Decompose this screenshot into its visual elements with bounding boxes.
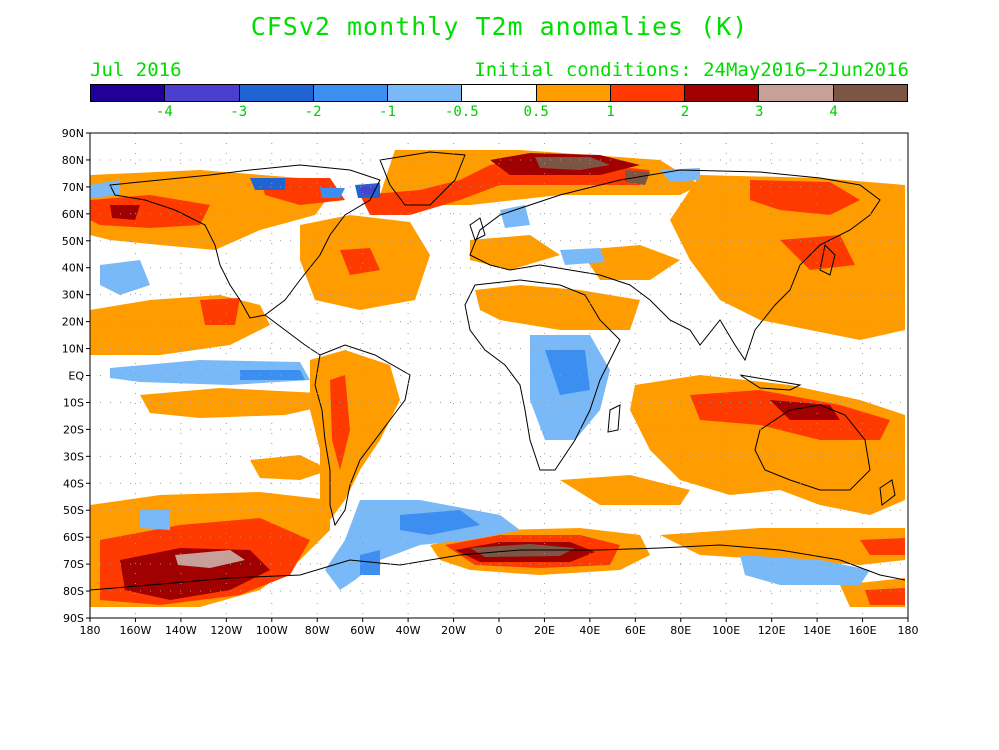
colorbar-label: -2	[304, 104, 322, 120]
longitude-label: 60E	[625, 624, 646, 637]
latitude-label: 80N	[62, 154, 84, 167]
latitude-label: 50N	[62, 235, 84, 248]
colorbar-label: 3	[755, 104, 764, 120]
anomaly-fields	[90, 150, 905, 607]
colorbar-swatch	[685, 85, 760, 101]
longitude-label: 180	[898, 624, 919, 637]
longitude-label: 140W	[165, 624, 197, 637]
colorbar-label: -3	[230, 104, 248, 120]
graticule	[90, 133, 908, 618]
latitude-label: 90S	[63, 612, 84, 625]
colorbar-swatch	[239, 85, 314, 101]
coastlines	[90, 151, 906, 591]
longitude-label: 100E	[712, 624, 740, 637]
colorbar-label: 2	[680, 104, 690, 120]
latitude-label: 30S	[63, 450, 84, 463]
latitude-label: 40N	[62, 262, 84, 275]
latitude-label: EQ	[68, 370, 84, 383]
latitude-labels: 90N 80N 70N 60N 50N 40N 30N 20N 10N EQ 10S 20S 30S 40…	[62, 127, 85, 625]
longitude-label: 160W	[120, 624, 152, 637]
latitude-label: 40S	[63, 477, 84, 490]
axis-ticks	[86, 132, 909, 622]
longitude-label: 140E	[803, 624, 831, 637]
colorbar-label: 4	[829, 104, 838, 120]
initial-conditions: Initial conditions: 24May2016−2Jun2016	[474, 59, 909, 81]
longitude-label: 40E	[579, 624, 600, 637]
colorbar-swatch	[91, 85, 166, 101]
colorbar-swatch	[833, 85, 907, 101]
longitude-label: 180	[80, 624, 101, 637]
latitude-label: 70S	[63, 558, 84, 571]
longitude-label: 120W	[210, 624, 242, 637]
colorbar-swatch	[165, 85, 240, 101]
colorbar-label: -4	[155, 104, 173, 120]
colorbar-swatch	[313, 85, 389, 101]
longitude-label: 100W	[256, 624, 288, 637]
forecast-month: Jul 2016	[90, 59, 182, 81]
latitude-label: 60S	[63, 531, 84, 544]
longitude-label: 60W	[350, 624, 375, 637]
colorbar-swatch	[610, 85, 686, 101]
longitude-label: 40W	[396, 624, 421, 637]
map-title: CFSv2 monthly T2m anomalies (K)	[250, 12, 749, 41]
latitude-label: 80S	[63, 585, 84, 598]
latitude-label: 90N	[62, 127, 84, 140]
longitude-label: 160E	[849, 624, 877, 637]
latitude-label: 60N	[62, 208, 84, 221]
longitude-label: 120E	[758, 624, 786, 637]
longitude-label: 0	[496, 624, 503, 637]
latitude-label: 10N	[62, 343, 84, 356]
latitude-label: 10S	[63, 396, 84, 409]
colorbar-label: 1	[606, 104, 615, 120]
colorbar-swatch	[388, 85, 463, 101]
latitude-label: 20S	[63, 423, 84, 436]
latitude-label: 30N	[62, 289, 84, 302]
colorbar	[90, 84, 908, 102]
longitude-labels: 180 160W 140W 120W 100W 80W 60W 40W 20W 0 20E 40E 60…	[80, 624, 919, 637]
colorbar-label: 0.5	[523, 104, 549, 120]
latitude-label: 20N	[62, 316, 84, 329]
colorbar-swatch	[462, 85, 537, 101]
longitude-label: 20W	[441, 624, 466, 637]
latitude-label: 50S	[63, 504, 84, 517]
colorbar-label: -1	[379, 104, 396, 120]
longitude-label: 80E	[670, 624, 691, 637]
colorbar-swatch	[536, 85, 611, 101]
longitude-label: 80W	[305, 624, 330, 637]
latitude-label: 70N	[62, 181, 84, 194]
colorbar-label: -0.5	[444, 104, 479, 120]
colorbar-swatch	[759, 85, 834, 101]
longitude-label: 20E	[534, 624, 555, 637]
